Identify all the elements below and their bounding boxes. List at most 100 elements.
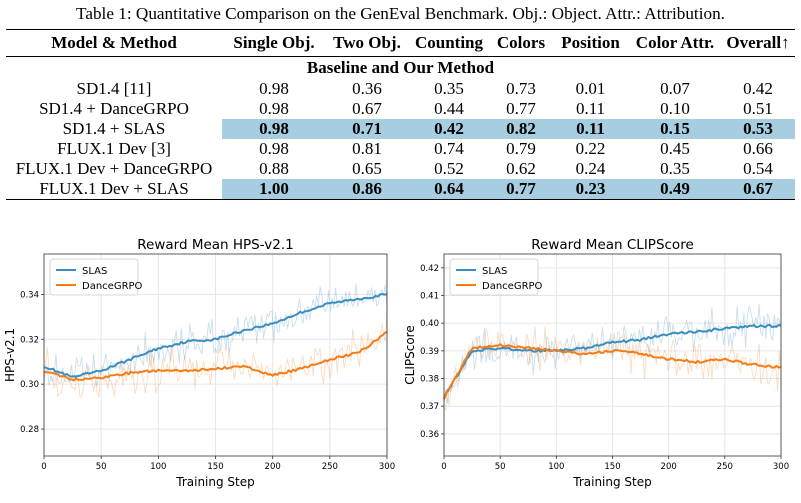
metric-cell: 0.86 — [326, 179, 408, 200]
x-tick-label: 250 — [717, 462, 733, 472]
header-color-attr: Color Attr. — [635, 33, 715, 52]
y-tick-label: 0.37 — [420, 402, 439, 412]
metric-cell: 0.24 — [575, 159, 606, 178]
table-row: SD1.4 [11] 0.98 0.36 0.35 0.73 0.01 0.07 0.42 — [6, 79, 795, 99]
header-counting: Counting — [414, 33, 484, 52]
legend-label: SLAS — [82, 266, 107, 277]
series-line-dancegrpo — [43, 330, 388, 382]
metric-cell: 0.35 — [434, 79, 464, 98]
x-tick-label: 0 — [441, 462, 446, 472]
table-row: FLUX.1 Dev + SLAS 1.00 0.86 0.64 0.77 0.23 0.4… — [6, 179, 795, 200]
metric-cell: 0.98 — [259, 79, 289, 98]
header-overall: Overall↑ — [726, 33, 790, 52]
metric-cell: 0.11 — [552, 119, 629, 139]
metric-cell: 0.15 — [629, 119, 721, 139]
legend-label: DanceGRPO — [82, 281, 143, 292]
header-two-obj: Two Obj. — [333, 33, 401, 52]
metric-cell: 0.11 — [575, 99, 606, 118]
metric-cell: 0.42 — [743, 79, 773, 98]
metric-cell: 0.54 — [743, 159, 773, 178]
metric-cell: 0.71 — [326, 119, 408, 139]
y-tick-label: 0.36 — [420, 430, 439, 440]
table-caption: Table 1: Quantitative Comparison on the … — [76, 4, 725, 23]
y-tick-label: 0.42 — [420, 264, 439, 274]
metric-cell: 0.82 — [490, 119, 552, 139]
metric-cell: 0.79 — [506, 139, 536, 158]
raw-trace-line — [43, 283, 388, 387]
results-table: Model & Method Single Obj. Two Obj. Coun… — [6, 29, 795, 200]
table-row: SD1.4 + SLAS 0.98 0.71 0.42 0.82 0.11 0.15 0.53 — [6, 119, 795, 139]
x-axis-label: Training Step — [572, 475, 652, 489]
model-name-cell: SD1.4 + DanceGRPO — [39, 99, 189, 118]
model-name-cell: FLUX.1 Dev + SLAS — [39, 179, 189, 198]
metric-cell: 0.51 — [743, 99, 773, 118]
x-tick-label: 200 — [661, 462, 677, 472]
x-tick-label: 150 — [207, 462, 223, 472]
table-row: FLUX.1 Dev + DanceGRPO 0.88 0.65 0.52 0.62 0.… — [6, 159, 795, 179]
hps-chart-svg: Reward Mean HPS-v2.1 0 50 100 150 200 250 300 0.… — [3, 237, 395, 489]
y-tick-label: 0.39 — [420, 347, 439, 357]
y-tick-label: 0.28 — [20, 425, 39, 435]
metric-cell: 0.42 — [408, 119, 490, 139]
x-tick-label: 100 — [548, 462, 564, 472]
series-line-dancegrpo — [443, 343, 782, 400]
y-axis-label: HPS-v2.1 — [3, 328, 17, 382]
model-name-cell: SD1.4 + SLAS — [62, 119, 166, 138]
x-tick-label: 250 — [322, 462, 338, 472]
x-tick-label: 50 — [495, 462, 506, 472]
metric-cell: 0.98 — [259, 99, 289, 118]
y-tick-label: 0.32 — [20, 335, 39, 345]
x-tick-label: 300 — [379, 462, 395, 472]
metric-cell: 0.77 — [506, 99, 536, 118]
metric-cell: 0.07 — [660, 79, 690, 98]
metric-cell: 0.10 — [660, 99, 690, 118]
clipscore-chart-svg: Reward Mean CLIPScore 0 50 100 150 200 250 300 0… — [403, 237, 789, 489]
x-axis-label: Training Step — [175, 475, 255, 489]
section-row: Baseline and Our Method — [6, 57, 795, 80]
model-name-cell: FLUX.1 Dev + DanceGRPO — [15, 159, 213, 178]
y-tick-label: 0.41 — [420, 292, 439, 302]
y-tick-label: 0.34 — [20, 290, 39, 300]
x-tick-label: 150 — [604, 462, 620, 472]
raw-trace-line — [443, 304, 782, 406]
metric-cell: 0.65 — [352, 159, 382, 178]
table-header-row: Model & Method Single Obj. Two Obj. Coun… — [6, 29, 795, 57]
header-colors: Colors — [496, 33, 546, 52]
chart-title: Reward Mean CLIPScore — [531, 237, 694, 253]
metric-cell: 0.73 — [506, 79, 536, 98]
x-tick-label: 50 — [96, 462, 107, 472]
legend-label: DanceGRPO — [482, 281, 543, 292]
x-tick-label: 300 — [773, 462, 789, 472]
x-tick-label: 100 — [150, 462, 166, 472]
metric-cell: 0.53 — [721, 119, 795, 139]
header-position: Position — [561, 33, 620, 52]
metric-cell: 0.98 — [222, 119, 326, 139]
x-tick-label: 0 — [41, 462, 46, 472]
x-tick-label: 200 — [265, 462, 281, 472]
series-line-slas — [43, 293, 388, 378]
header-model: Model & Method — [51, 33, 177, 52]
metric-cell: 1.00 — [222, 179, 326, 200]
table-row: FLUX.1 Dev [3] 0.98 0.81 0.74 0.79 0.22 0.45 0.… — [6, 139, 795, 159]
series-line-slas — [443, 323, 782, 400]
metric-cell: 0.23 — [552, 179, 629, 200]
legend-label: SLAS — [482, 266, 507, 277]
metric-cell: 0.52 — [434, 159, 464, 178]
metric-cell: 0.62 — [506, 159, 536, 178]
y-tick-label: 0.40 — [420, 319, 439, 329]
metric-cell: 0.35 — [660, 159, 690, 178]
metric-cell: 0.67 — [352, 99, 382, 118]
metric-cell: 0.77 — [490, 179, 552, 200]
metric-cell: 0.88 — [259, 159, 289, 178]
y-tick-label: 0.38 — [420, 375, 439, 385]
metric-cell: 0.49 — [629, 179, 721, 200]
metric-cell: 0.74 — [434, 139, 464, 158]
section-title: Baseline and Our Method — [306, 58, 495, 77]
metric-cell: 0.64 — [408, 179, 490, 200]
metric-cell: 0.66 — [743, 139, 773, 158]
raw-trace-line — [443, 326, 782, 412]
metric-cell: 0.44 — [434, 99, 464, 118]
raw-trace-line — [43, 305, 388, 399]
metric-cell: 0.22 — [575, 139, 606, 158]
clipscore-chart: Reward Mean CLIPScore 0 50 100 150 200 250 300 0… — [400, 232, 800, 503]
